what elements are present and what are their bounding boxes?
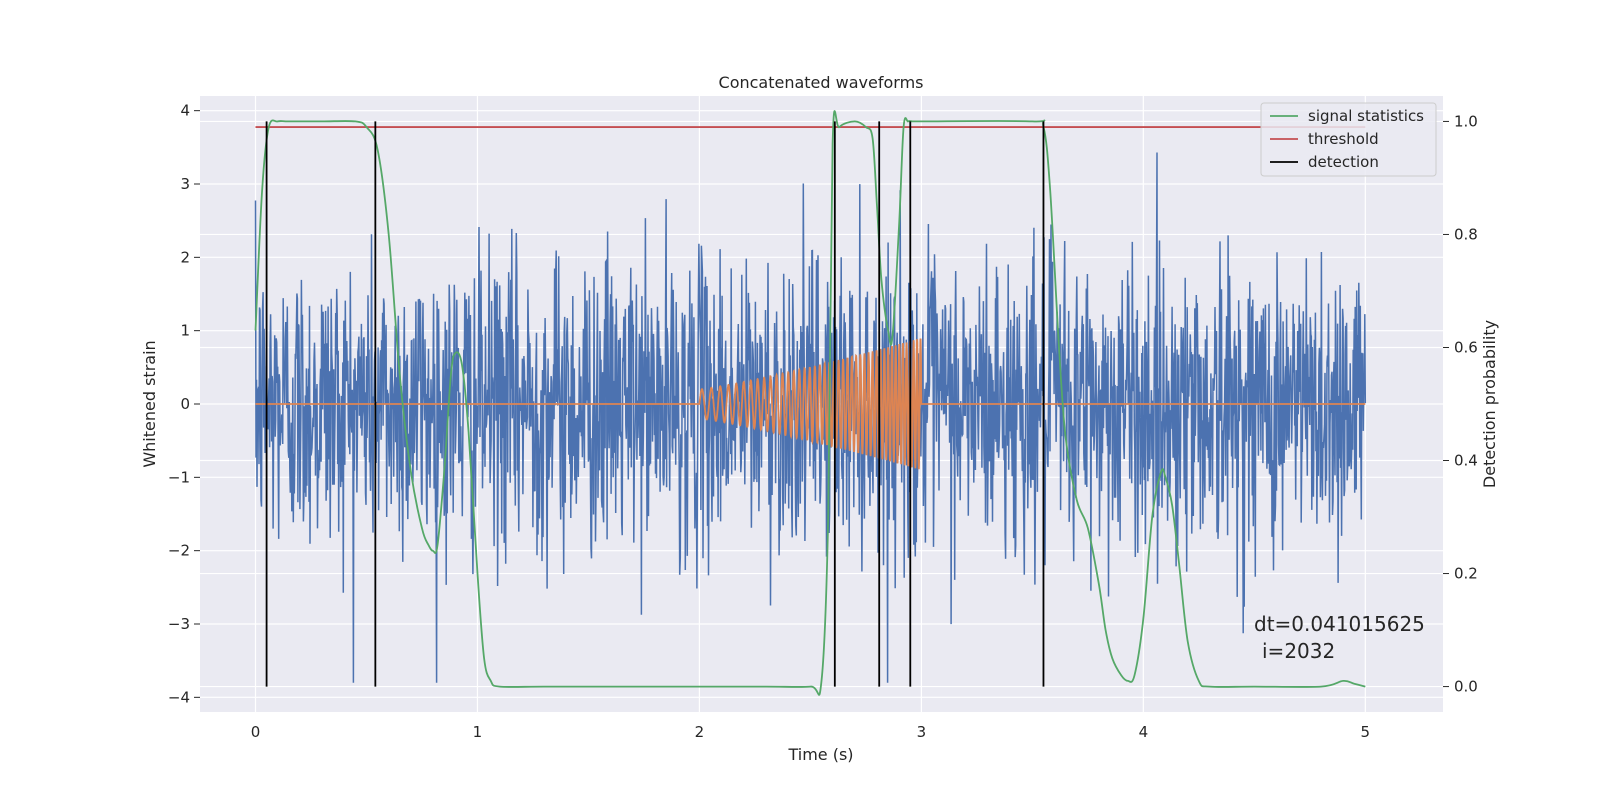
x-tick-label: 4 — [1139, 723, 1149, 741]
x-tick-label: 1 — [473, 723, 483, 741]
y2-tick-label: 1.0 — [1454, 112, 1478, 130]
legend-frame — [1260, 102, 1437, 177]
y-tick-label: 1 — [180, 322, 190, 340]
y2-tick-label: 0.8 — [1454, 225, 1478, 243]
y-tick-label: −1 — [168, 468, 190, 486]
legend-label-signal-statistics: signal statistics — [1308, 107, 1424, 125]
x-tick-label: 0 — [251, 723, 261, 741]
series-layer — [254, 110, 1367, 696]
x-tick-label: 5 — [1361, 723, 1371, 741]
y-tick-label: 4 — [180, 102, 190, 120]
annotation-index: i=2032 — [1262, 639, 1335, 663]
y-tick-label: 2 — [180, 248, 190, 266]
axes: 0 1 2 3 4 5 −4 −3 −2 −1 0 1 2 3 4 0.0 0.2 0.4 0.6 0.8 1.0 — [168, 102, 1478, 741]
y-tick-label: −2 — [168, 542, 190, 560]
y-axis-label: Whitened strain — [140, 340, 159, 467]
x-axis-label: Time (s) — [787, 745, 853, 764]
y2-tick-label: 0.4 — [1454, 452, 1478, 470]
y2-tick-label: 0.0 — [1454, 678, 1478, 696]
annotation-dt: dt=0.041015625 — [1254, 612, 1425, 636]
chart-title: Concatenated waveforms — [719, 73, 924, 92]
y2-tick-label: 0.2 — [1454, 565, 1478, 583]
x-tick-label: 3 — [917, 723, 927, 741]
x-tick-label: 2 — [695, 723, 705, 741]
series-whitened-noise — [254, 152, 1367, 683]
series-injected-chirp — [255, 338, 1366, 470]
y-tick-label: 0 — [180, 395, 190, 413]
y2-axis-label: Detection probability — [1480, 320, 1499, 488]
y-tick-label: 3 — [180, 175, 190, 193]
y-tick-label: −3 — [168, 615, 190, 633]
y-tick-label: −4 — [168, 688, 190, 706]
legend-label-threshold: threshold — [1308, 130, 1379, 148]
series-signal-statistics — [254, 110, 1366, 696]
legend: signal statistics threshold detection — [1260, 102, 1437, 177]
y2-tick-label: 0.6 — [1454, 338, 1478, 356]
legend-label-detection: detection — [1308, 153, 1379, 171]
